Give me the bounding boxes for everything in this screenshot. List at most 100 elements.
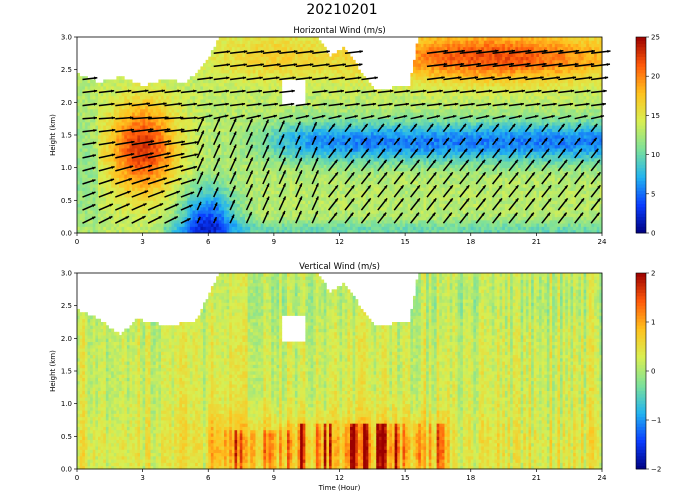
heatmap-cell (279, 63, 283, 67)
heatmap-cell (250, 79, 254, 84)
heatmap-cell (229, 69, 233, 74)
heatmap-cell (100, 128, 104, 133)
heatmap-cell (245, 210, 249, 214)
heatmap-cell (260, 43, 264, 48)
heatmap-cell (189, 82, 193, 87)
heatmap-cell (321, 193, 325, 198)
heatmap-cell (90, 148, 94, 152)
heatmap-cell (121, 86, 125, 90)
heatmap-cell (305, 59, 309, 64)
heatmap-cell (119, 213, 123, 218)
heatmap-cell (124, 229, 128, 234)
heatmap-cell (200, 66, 204, 71)
heatmap-cell (100, 86, 104, 90)
heatmap-cell (184, 135, 188, 139)
heatmap-cell (263, 213, 267, 218)
heatmap-cell (197, 154, 201, 159)
heatmap-cell (150, 135, 154, 139)
heatmap-cell (234, 37, 238, 41)
heatmap-cell (98, 144, 102, 149)
heatmap-cell (184, 187, 188, 191)
heatmap-cell (318, 141, 322, 146)
heatmap-cell (250, 141, 254, 146)
heatmap-cell (132, 157, 136, 162)
heatmap-cell (197, 213, 201, 218)
heatmap-cell (203, 105, 207, 110)
heatmap-cell (226, 219, 230, 224)
heatmap-cell (187, 112, 191, 116)
heatmap-cell (200, 135, 204, 139)
heatmap-cell (294, 108, 298, 113)
heatmap-cell (239, 118, 243, 123)
heatmap-cell (292, 115, 296, 120)
heatmap-cell (321, 66, 325, 71)
heatmap-cell (108, 161, 112, 165)
heatmap-cell (221, 213, 225, 218)
heatmap-cell (197, 223, 201, 227)
heatmap-cell (95, 161, 99, 165)
heatmap-cell (231, 53, 235, 57)
heatmap-cell (221, 216, 225, 221)
heatmap-cell (192, 151, 196, 155)
heatmap-cell (308, 89, 312, 93)
heatmap-cell (271, 115, 275, 120)
heatmap-cell (92, 206, 96, 211)
heatmap-cell (189, 210, 193, 214)
heatmap-cell (142, 164, 146, 169)
heatmap-cell (224, 56, 228, 61)
heatmap-cell (271, 69, 275, 74)
heatmap-cell (210, 190, 214, 195)
heatmap-cell (108, 79, 112, 84)
heatmap-cell (268, 144, 272, 149)
heatmap-cell (289, 157, 293, 162)
heatmap-cell (231, 164, 235, 169)
heatmap-cell (87, 184, 91, 188)
heatmap-cell (216, 125, 220, 129)
heatmap-cell (255, 43, 259, 48)
heatmap-cell (98, 128, 102, 133)
heatmap-cell (226, 210, 230, 214)
heatmap-cell (179, 148, 183, 152)
heatmap-cell (174, 177, 178, 182)
heatmap-cell (134, 151, 138, 155)
heatmap-cell (308, 99, 312, 103)
heatmap-cell (208, 167, 212, 172)
heatmap-cell (210, 167, 214, 172)
heatmap-cell (121, 177, 125, 182)
heatmap-cell (239, 108, 243, 113)
heatmap-cell (255, 216, 259, 221)
panel-1: Horizontal Wind (m/s)0 3 6 9 12 15 18 21 240.00.… (49, 26, 660, 246)
heatmap-cell (300, 200, 304, 204)
heatmap-cell (108, 121, 112, 126)
heatmap-cell (258, 148, 262, 152)
heatmap-cell (305, 216, 309, 221)
heatmap-cell (279, 144, 283, 149)
heatmap-cell (132, 131, 136, 136)
heatmap-cell (237, 144, 241, 149)
heatmap-cell (161, 112, 165, 116)
heatmap-cell (260, 164, 264, 169)
heatmap-cell (234, 125, 238, 129)
heatmap-cell (132, 89, 136, 93)
heatmap-cell (239, 203, 243, 208)
heatmap-cell (229, 43, 233, 48)
heatmap-cell (213, 226, 217, 231)
heatmap-cell (273, 112, 277, 116)
heatmap-cell (252, 53, 256, 57)
heatmap-cell (95, 167, 99, 172)
heatmap-cell (155, 197, 159, 201)
heatmap-cell (284, 219, 288, 224)
heatmap-cell (297, 167, 301, 172)
heatmap-cell (221, 170, 225, 175)
heatmap-cell (203, 95, 207, 100)
heatmap-cell (315, 203, 319, 208)
heatmap-cell (323, 128, 327, 133)
heatmap-cell (205, 141, 209, 146)
heatmap-cell (294, 66, 298, 71)
heatmap-cell (258, 144, 262, 149)
heatmap-cell (255, 151, 259, 155)
heatmap-cell (239, 154, 243, 159)
heatmap-cell (258, 193, 262, 198)
heatmap-cell (213, 56, 217, 61)
heatmap-cell (315, 151, 319, 155)
